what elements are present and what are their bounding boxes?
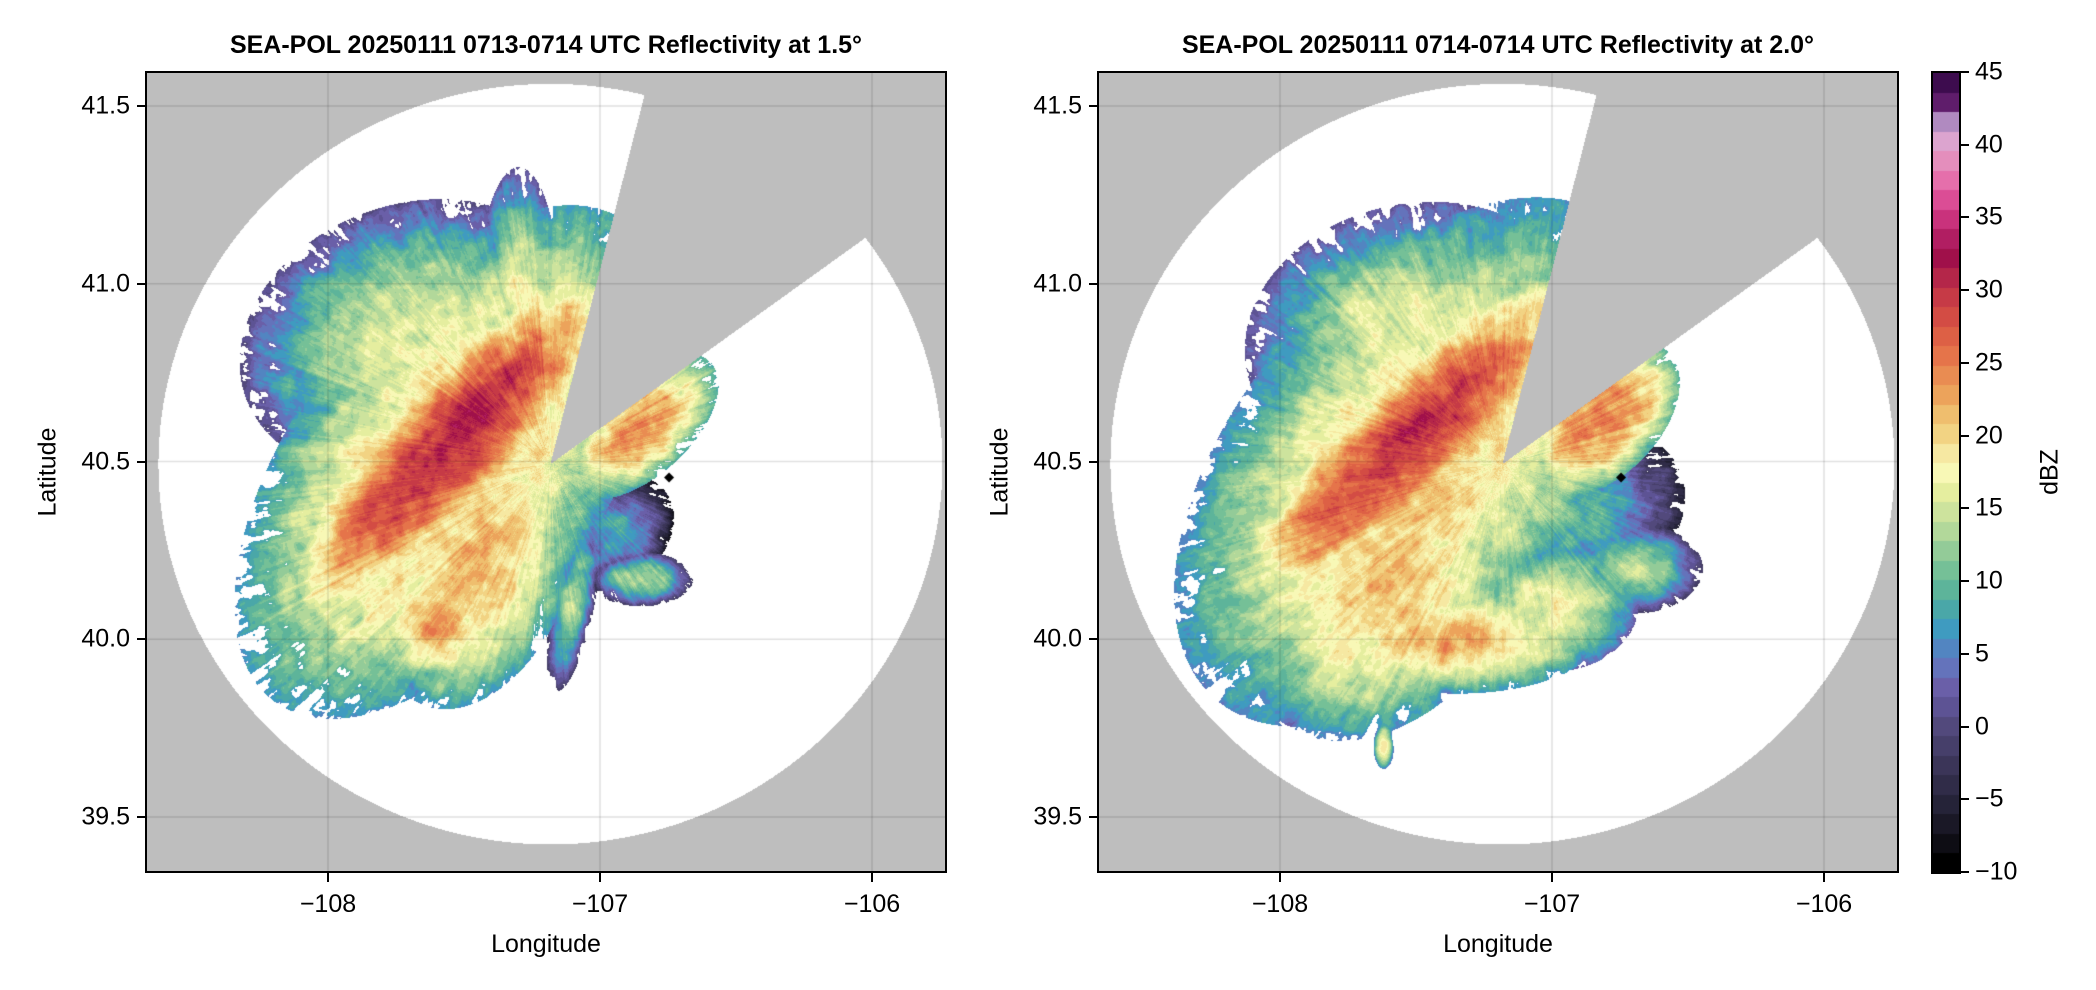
left-reflectivity-field — [146, 72, 946, 872]
x-tick-mark — [1550, 873, 1553, 882]
colorbar-tick-mark — [1960, 725, 1969, 728]
y-tick-mark — [137, 105, 146, 108]
colorbar-tick-label: −5 — [1975, 784, 2004, 813]
y-tick-mark — [137, 460, 146, 463]
colorbar-tick-mark — [1960, 871, 1969, 873]
x-tick-label: −106 — [843, 890, 901, 918]
colorbar-tick-label: 35 — [1975, 202, 2003, 231]
y-tick-label: 40.0 — [81, 624, 130, 653]
x-tick-label: −106 — [1795, 890, 1853, 918]
colorbar-tick-label: 0 — [1975, 712, 1989, 741]
x-tick-label: −108 — [299, 890, 357, 918]
colorbar-tick-mark — [1960, 798, 1969, 801]
y-tick-mark — [137, 282, 146, 285]
y-tick-mark — [1089, 282, 1098, 285]
right-x-axis-label: Longitude — [1443, 930, 1553, 958]
x-tick-label: −107 — [1523, 890, 1581, 918]
x-tick-label: −108 — [1251, 890, 1309, 918]
colorbar-frame — [1931, 71, 1961, 874]
left-x-axis-label: Longitude — [491, 930, 601, 958]
y-tick-mark — [137, 815, 146, 818]
y-tick-label: 41.0 — [1033, 269, 1082, 298]
colorbar-tick-mark — [1960, 580, 1969, 583]
colorbar-tick-label: 45 — [1975, 57, 2003, 86]
colorbar-tick-label: 25 — [1975, 348, 2003, 377]
colorbar-label: dBZ — [2035, 449, 2064, 495]
x-tick-label: −107 — [571, 890, 629, 918]
right-y-axis-label: Latitude — [985, 427, 1014, 517]
colorbar-tick-label: 40 — [1975, 130, 2003, 159]
colorbar — [1931, 71, 1961, 874]
left-panel-title: SEA-POL 20250111 0713-0714 UTC Reflectiv… — [229, 31, 863, 59]
right-radar-plot — [1097, 71, 1899, 873]
colorbar-tick-label: 20 — [1975, 421, 2003, 450]
y-tick-label: 41.5 — [1033, 91, 1082, 120]
colorbar-tick-label: 30 — [1975, 275, 2003, 304]
y-tick-label: 41.0 — [81, 269, 130, 298]
colorbar-gradient — [1933, 72, 1959, 872]
x-tick-mark — [1823, 873, 1825, 882]
colorbar-tick-mark — [1960, 216, 1969, 219]
left-y-axis-label: Latitude — [33, 427, 62, 517]
x-tick-mark — [1278, 873, 1281, 882]
y-tick-mark — [1089, 638, 1098, 641]
y-tick-mark — [1089, 460, 1098, 463]
y-tick-label: 40.0 — [1033, 624, 1082, 653]
right-reflectivity-field — [1098, 72, 1898, 872]
colorbar-tick-mark — [1960, 71, 1969, 73]
x-tick-mark — [326, 873, 329, 882]
colorbar-tick-mark — [1960, 361, 1969, 364]
colorbar-tick-label: 5 — [1975, 639, 1989, 668]
y-tick-label: 40.5 — [1033, 447, 1082, 476]
colorbar-tick-mark — [1960, 143, 1969, 146]
colorbar-tick-mark — [1960, 652, 1969, 655]
x-tick-mark — [871, 873, 873, 882]
colorbar-tick-label: −10 — [1975, 857, 2018, 886]
y-tick-label: 39.5 — [1033, 802, 1082, 831]
left-radar-plot — [145, 71, 947, 873]
colorbar-tick-label: 10 — [1975, 566, 2003, 595]
y-tick-label: 40.5 — [81, 447, 130, 476]
colorbar-tick-mark — [1960, 434, 1969, 437]
y-tick-mark — [137, 638, 146, 641]
x-tick-mark — [598, 873, 601, 882]
y-tick-label: 41.5 — [81, 91, 130, 120]
colorbar-tick-mark — [1960, 289, 1969, 292]
y-tick-mark — [1089, 815, 1098, 818]
y-tick-mark — [1089, 105, 1098, 108]
colorbar-tick-mark — [1960, 507, 1969, 510]
y-tick-label: 39.5 — [81, 802, 130, 831]
colorbar-tick-label: 15 — [1975, 493, 2003, 522]
right-panel-title: SEA-POL 20250111 0714-0714 UTC Reflectiv… — [1181, 31, 1815, 59]
